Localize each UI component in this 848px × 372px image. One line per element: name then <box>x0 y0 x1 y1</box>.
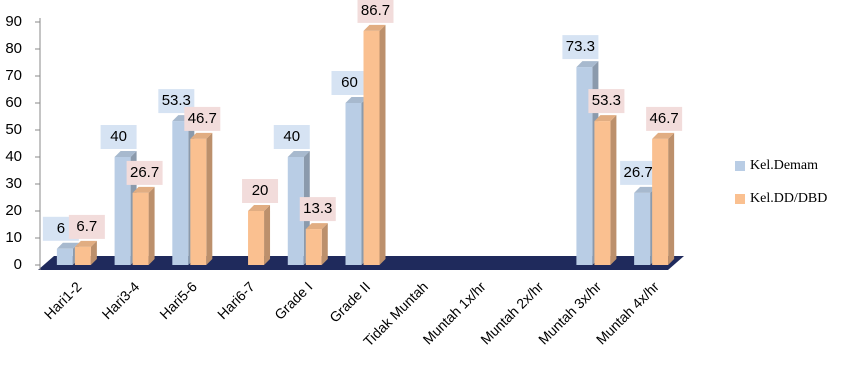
bar <box>576 67 593 265</box>
value-label-bg <box>588 89 625 114</box>
value-label-bg <box>357 0 394 23</box>
x-tick-label: Grade II <box>326 278 373 325</box>
value-label-bg <box>184 106 221 131</box>
value-label-bg <box>620 160 657 185</box>
value-label-bg <box>331 71 368 95</box>
bar-side <box>379 24 386 265</box>
bar-top <box>305 223 328 230</box>
bar <box>190 138 207 265</box>
bar <box>248 211 265 265</box>
value-label-bg <box>273 125 310 149</box>
bar-top <box>114 151 137 157</box>
bar-top <box>287 151 310 157</box>
value-label-bg <box>562 35 599 60</box>
value-label-bg <box>646 106 683 131</box>
value-label: 86.7 <box>361 2 390 19</box>
value-label: 46.7 <box>188 110 217 127</box>
bar-top <box>594 115 617 122</box>
bar-top <box>634 186 657 193</box>
x-tick-label: Hari5-6 <box>156 278 200 322</box>
bar-top <box>248 205 271 211</box>
y-tick-label: 0 <box>14 256 22 273</box>
value-label-bg <box>100 125 137 149</box>
value-label: 40 <box>283 128 300 145</box>
value-label: 26.7 <box>130 164 159 181</box>
value-label-bg <box>299 197 336 222</box>
bar <box>594 121 611 265</box>
value-label: 73.3 <box>566 38 595 55</box>
bar-side <box>148 186 155 265</box>
bar-side <box>610 115 617 265</box>
y-tick-label: 20 <box>5 202 22 219</box>
bar-top <box>132 186 155 193</box>
bar-top <box>345 97 368 103</box>
x-tick-label: Hari6-7 <box>214 278 258 322</box>
y-tick-label: 90 <box>5 13 22 30</box>
value-label: 60 <box>341 74 358 91</box>
bar-top <box>56 242 79 249</box>
bar <box>74 246 91 265</box>
bar-top <box>190 132 213 139</box>
y-tick-label: 10 <box>5 229 22 246</box>
bar <box>287 157 304 265</box>
bar-side <box>321 223 328 265</box>
bar-top <box>576 61 599 68</box>
value-label: 26.7 <box>624 164 653 181</box>
bar-side <box>90 240 97 265</box>
value-label-bg <box>126 160 163 185</box>
bar <box>56 248 73 265</box>
y-tick-label: 30 <box>5 175 22 192</box>
y-tick-label: 60 <box>5 94 22 111</box>
value-label: 40 <box>110 128 127 145</box>
value-label: 6 <box>57 220 65 237</box>
y-tick-label: 50 <box>5 121 22 138</box>
x-tick-label: Hari3-4 <box>99 278 143 322</box>
legend-swatch <box>735 161 745 171</box>
bar-top <box>652 132 675 139</box>
bar <box>652 138 669 265</box>
x-tick-label: Muntah 4x/hr <box>593 278 662 347</box>
y-tick-label: 80 <box>5 40 22 57</box>
value-label: 46.7 <box>650 110 679 127</box>
value-label-bg <box>68 214 105 239</box>
y-tick-label: 40 <box>5 148 22 165</box>
bar <box>363 30 380 265</box>
bar <box>634 192 651 265</box>
legend-swatch <box>735 194 745 204</box>
legend-label: Kel.DD/DBD <box>750 191 827 206</box>
value-label: 20 <box>252 182 269 199</box>
x-tick-label: Hari1-2 <box>41 278 85 322</box>
bar <box>172 121 189 265</box>
bar-side <box>206 132 213 265</box>
legend-label: Kel.Demam <box>750 158 818 173</box>
y-tick-label: 70 <box>5 67 22 84</box>
bar <box>305 229 322 265</box>
bar-side <box>668 132 675 265</box>
bar <box>345 103 362 265</box>
value-label: 53.3 <box>162 92 191 109</box>
value-label-bg <box>242 179 279 203</box>
bar-top <box>74 240 97 247</box>
value-label: 53.3 <box>592 92 621 109</box>
value-label: 6.7 <box>76 218 97 235</box>
bar-side <box>264 205 271 265</box>
value-label: 13.3 <box>303 200 332 217</box>
bar <box>132 192 149 265</box>
x-tick-label: Grade I <box>271 278 315 322</box>
bar-top <box>363 24 386 31</box>
